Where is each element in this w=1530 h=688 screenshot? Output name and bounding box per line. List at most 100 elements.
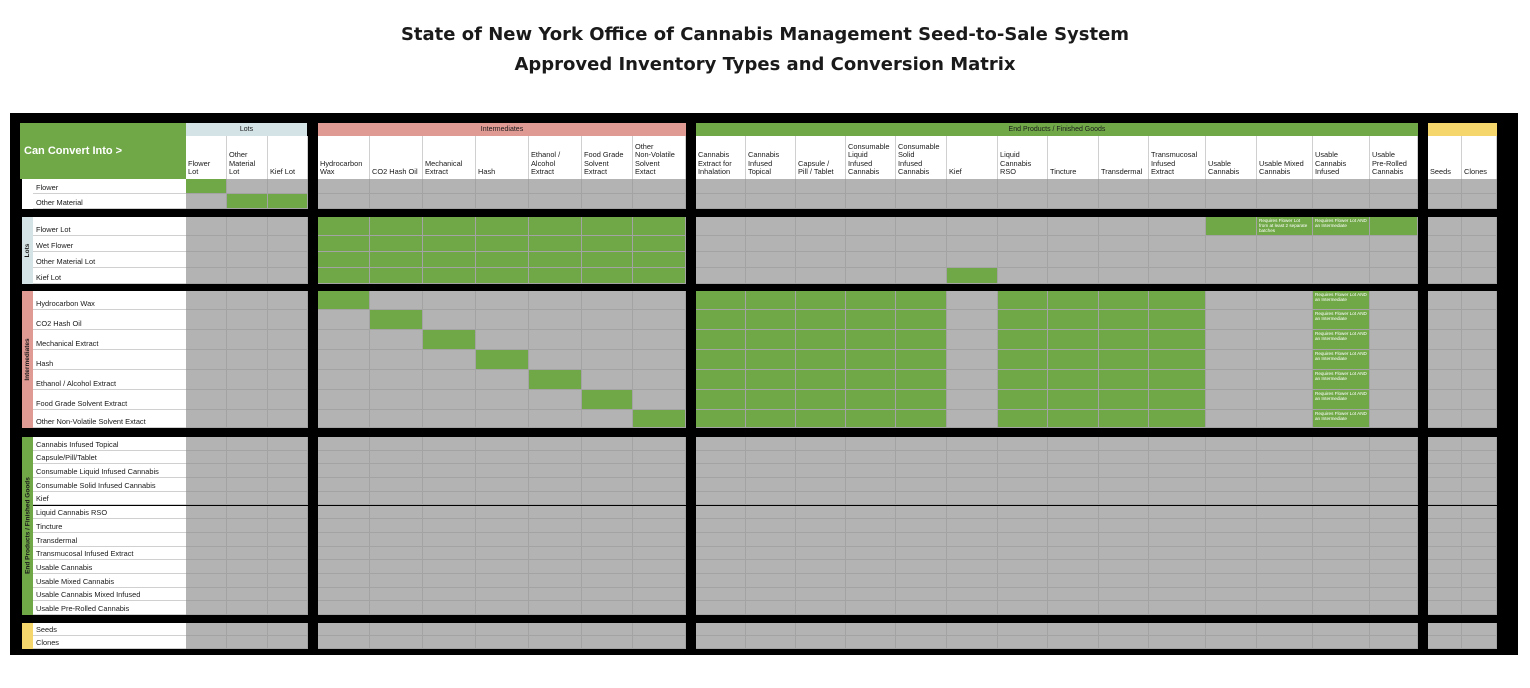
column-header: Flower Lot — [186, 136, 227, 179]
matrix-cell — [186, 478, 227, 492]
note-cell: Requires Flower Lot AND an Intermediate — [1313, 370, 1370, 390]
row-label: Seeds — [33, 623, 186, 636]
matrix-cell — [318, 505, 370, 520]
matrix-cell — [529, 310, 582, 330]
matrix-cell — [476, 390, 529, 410]
matrix-cell — [1149, 252, 1206, 268]
matrix-cell — [1048, 464, 1099, 479]
allowed-cell — [186, 179, 227, 194]
matrix-cell — [370, 370, 423, 390]
matrix-cell — [1257, 330, 1313, 350]
allowed-cell — [370, 217, 423, 236]
matrix-cell — [1313, 464, 1370, 479]
matrix-cell — [318, 601, 370, 616]
matrix-cell — [1099, 217, 1149, 236]
allowed-cell — [370, 236, 423, 252]
matrix-cell — [1257, 194, 1313, 209]
allowed-cell — [1099, 350, 1149, 370]
matrix-cell — [1462, 464, 1497, 479]
matrix-cell — [318, 350, 370, 370]
matrix-cell — [370, 350, 423, 370]
matrix-cell — [1428, 330, 1462, 350]
matrix-cell — [633, 574, 686, 588]
matrix-cell — [998, 450, 1048, 465]
matrix-cell — [1428, 268, 1462, 284]
matrix-cell — [1149, 179, 1206, 194]
matrix-cell — [186, 236, 227, 252]
matrix-cell — [1428, 179, 1462, 194]
matrix-cell — [1048, 268, 1099, 284]
allowed-cell — [423, 236, 476, 252]
matrix-cell — [633, 519, 686, 533]
matrix-cell — [318, 310, 370, 330]
matrix-cell — [846, 491, 896, 506]
matrix-cell — [186, 291, 227, 310]
matrix-cell — [1428, 478, 1462, 492]
allowed-cell — [1149, 390, 1206, 410]
allowed-cell — [1149, 410, 1206, 428]
matrix-cell — [227, 560, 268, 574]
matrix-cell — [1048, 478, 1099, 492]
matrix-cell — [529, 601, 582, 616]
matrix-cell — [1206, 410, 1257, 428]
column-header: Seeds — [1428, 136, 1462, 179]
matrix-cell — [998, 491, 1048, 506]
allowed-cell — [896, 350, 947, 370]
matrix-cell — [1462, 370, 1497, 390]
matrix-cell — [423, 390, 476, 410]
allowed-cell — [1149, 330, 1206, 350]
matrix-cell — [947, 560, 998, 574]
matrix-cell — [1370, 601, 1418, 616]
matrix-cell — [423, 532, 476, 547]
matrix-cell — [370, 546, 423, 561]
matrix-cell — [370, 410, 423, 428]
matrix-cell — [268, 601, 308, 616]
allowed-cell — [268, 194, 308, 209]
allowed-cell — [696, 370, 746, 390]
matrix-cell — [370, 491, 423, 506]
matrix-cell — [1462, 450, 1497, 465]
matrix-cell — [1428, 217, 1462, 236]
column-header: Usable Pre-Rolled Cannabis — [1370, 136, 1418, 179]
matrix-cell — [947, 310, 998, 330]
matrix-cell — [268, 252, 308, 268]
matrix-cell — [746, 587, 796, 602]
allowed-cell — [1048, 410, 1099, 428]
matrix-cell — [370, 623, 423, 636]
matrix-cell — [1257, 505, 1313, 520]
matrix-cell — [370, 464, 423, 479]
matrix-cell — [1048, 560, 1099, 574]
matrix-cell — [998, 532, 1048, 547]
matrix-cell — [947, 464, 998, 479]
matrix-cell — [947, 350, 998, 370]
matrix-cell — [529, 350, 582, 370]
allowed-cell — [582, 217, 633, 236]
row-label: Clones — [33, 636, 186, 649]
matrix-cell — [947, 587, 998, 602]
allowed-cell — [896, 291, 947, 310]
matrix-cell — [696, 252, 746, 268]
matrix-cell — [1462, 350, 1497, 370]
matrix-cell — [1313, 478, 1370, 492]
matrix-cell — [1428, 636, 1462, 649]
allowed-cell — [896, 370, 947, 390]
matrix-cell — [947, 532, 998, 547]
matrix-cell — [318, 623, 370, 636]
matrix-cell — [846, 268, 896, 284]
row-label: Transdermal — [33, 532, 186, 547]
matrix-cell — [633, 464, 686, 479]
matrix-cell — [1462, 410, 1497, 428]
matrix-cell — [423, 194, 476, 209]
allowed-cell — [846, 350, 896, 370]
matrix-cell — [846, 532, 896, 547]
matrix-cell — [318, 587, 370, 602]
matrix-cell — [846, 179, 896, 194]
matrix-cell — [582, 464, 633, 479]
matrix-cell — [186, 268, 227, 284]
column-group-band: Lots — [186, 123, 307, 136]
matrix-cell — [529, 574, 582, 588]
corner-label: Can Convert Into > — [20, 123, 186, 179]
matrix-cell — [998, 519, 1048, 533]
matrix-cell — [947, 390, 998, 410]
matrix-cell — [476, 464, 529, 479]
